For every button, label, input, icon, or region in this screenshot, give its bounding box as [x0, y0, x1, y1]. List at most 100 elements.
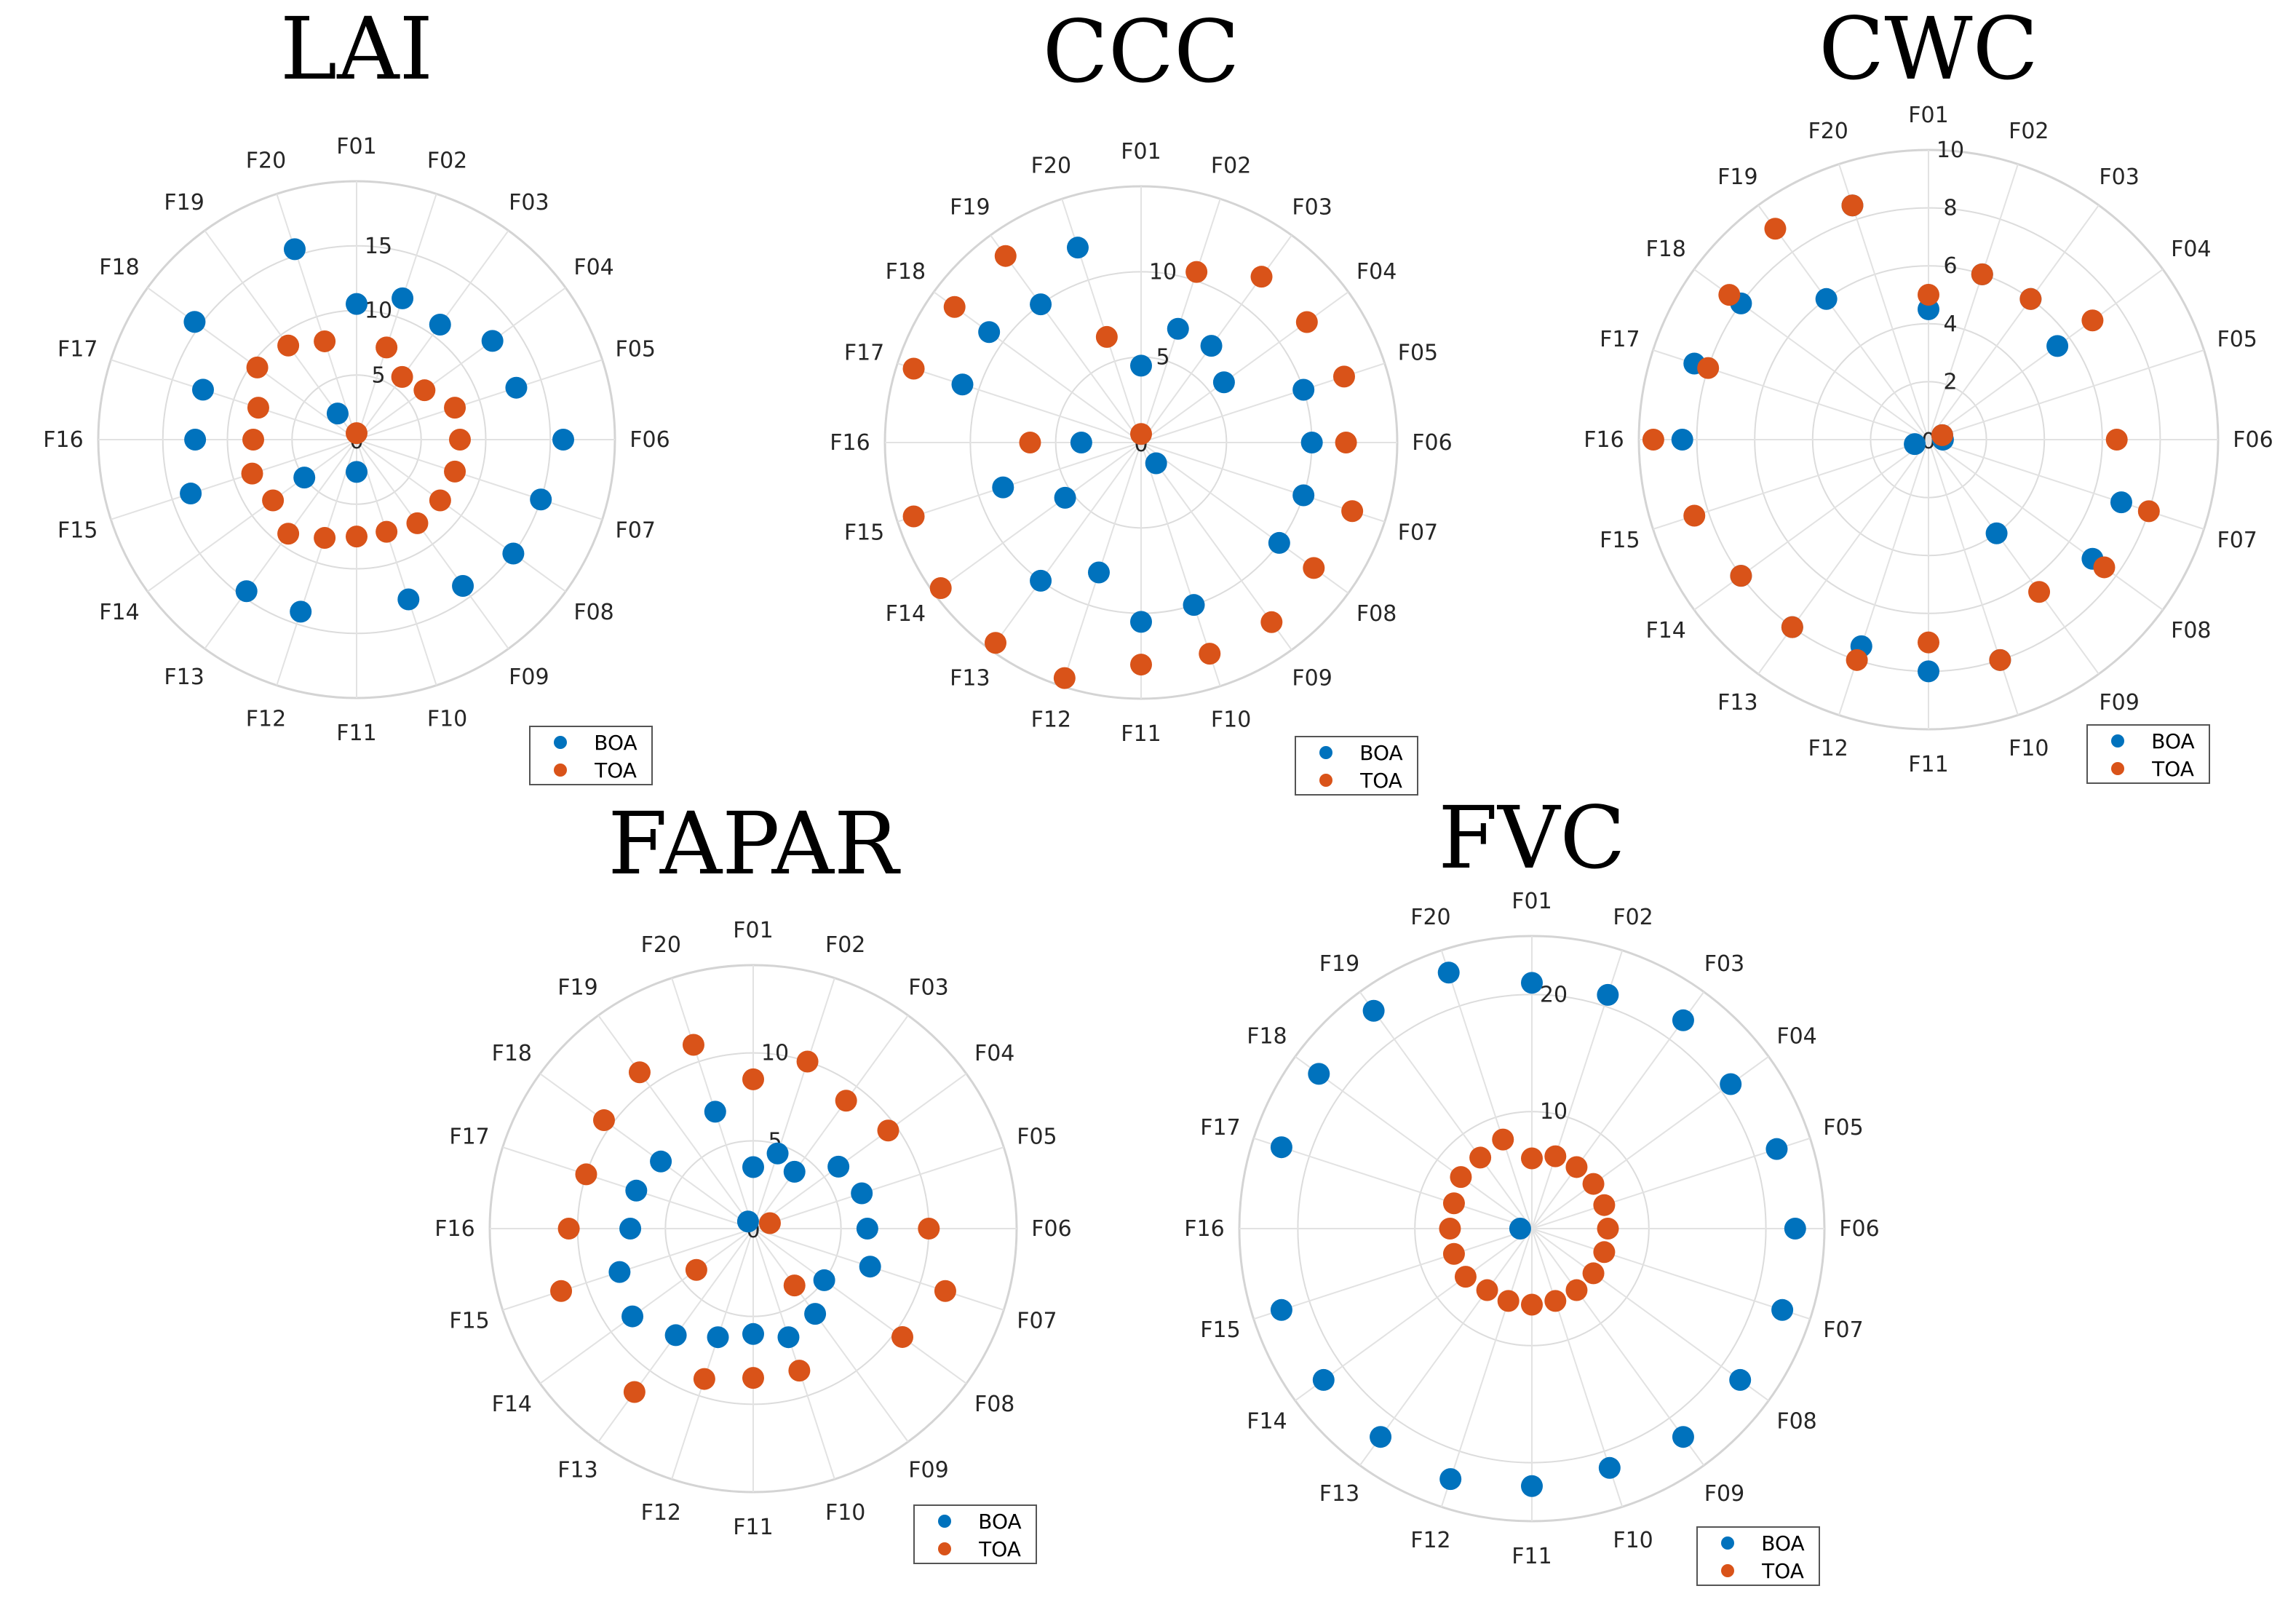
toa-point-f02 — [1971, 263, 1993, 285]
boa-point-f12 — [290, 600, 312, 623]
spoke-line — [1693, 439, 1929, 611]
legend: BOA TOA — [1696, 1526, 1820, 1586]
spoke-line — [1253, 1137, 1533, 1229]
legend-marker-boa — [1721, 1536, 1734, 1550]
angle-label: F17 — [844, 340, 884, 365]
toa-point-f20 — [1095, 325, 1118, 348]
boa-point-f20 — [1437, 961, 1460, 984]
angle-label: F17 — [1200, 1115, 1240, 1141]
spoke-line — [1928, 349, 2204, 440]
toa-point-f05 — [444, 397, 466, 419]
boa-point-f06 — [1300, 432, 1323, 453]
toa-point-f13 — [1476, 1279, 1498, 1301]
spoke-line — [752, 1073, 967, 1229]
angle-label: F12 — [1808, 736, 1848, 761]
boa-point-f09 — [1145, 452, 1167, 475]
boa-point-f16 — [1671, 429, 1693, 451]
spoke-line — [1838, 439, 1929, 715]
toa-point-f19 — [628, 1061, 651, 1084]
angle-label: F05 — [1398, 340, 1438, 365]
angle-label: F01 — [336, 134, 376, 159]
angle-label: F13 — [164, 665, 204, 690]
toa-point-f07 — [1593, 1241, 1616, 1264]
legend-label-toa: TOA — [1761, 1559, 1804, 1583]
angle-label: F03 — [1704, 951, 1744, 977]
angle-label: F09 — [509, 665, 549, 690]
boa-point-f19 — [1362, 999, 1385, 1022]
toa-point-f18 — [943, 296, 966, 318]
angle-label: F12 — [1410, 1528, 1450, 1553]
radial-tick-label: 10 — [1540, 1099, 1568, 1125]
angle-label: F13 — [1319, 1481, 1359, 1507]
angle-label: F05 — [2217, 327, 2257, 352]
boa-point-f03 — [783, 1160, 806, 1183]
toa-point-f04 — [877, 1119, 899, 1142]
toa-point-f10 — [1989, 649, 2011, 671]
radial-tick-label: 10 — [365, 298, 392, 324]
boa-point-f15 — [180, 483, 202, 505]
angle-label: F01 — [733, 918, 773, 943]
spoke-line — [356, 439, 566, 592]
toa-point-f11 — [742, 1367, 764, 1389]
angle-label: F03 — [2099, 164, 2139, 190]
angle-label: F10 — [1613, 1528, 1653, 1553]
spoke-line — [356, 287, 566, 440]
spoke-line — [1928, 439, 2019, 715]
spoke-line — [1531, 1228, 1769, 1402]
toa-point-f10 — [788, 1360, 811, 1382]
spoke-line — [752, 978, 835, 1229]
spoke-line — [1928, 269, 2164, 440]
toa-point-f13 — [277, 523, 300, 545]
toa-point-f13 — [984, 632, 1006, 654]
legend-marker-toa — [554, 764, 567, 777]
legend-label-boa: BOA — [594, 731, 637, 755]
angle-label: F19 — [1717, 164, 1757, 190]
angle-label: F06 — [2233, 427, 2273, 453]
boa-point-f07 — [1771, 1298, 1794, 1321]
toa-point-f19 — [277, 334, 300, 357]
spoke-line — [1531, 1228, 1705, 1466]
boa-point-f15 — [1270, 1298, 1292, 1321]
legend-marker-boa — [938, 1515, 951, 1528]
spoke-line — [752, 1228, 909, 1443]
angle-label: F14 — [886, 601, 926, 627]
boa-point-f06 — [552, 429, 574, 451]
angle-label: F09 — [1292, 666, 1332, 691]
boa-point-f08 — [1268, 531, 1290, 554]
boa-point-f05 — [1292, 378, 1315, 401]
toa-point-f09 — [1260, 611, 1283, 633]
angle-label: F02 — [1613, 905, 1653, 930]
toa-point-f16 — [1439, 1218, 1461, 1240]
spoke-line — [1531, 1137, 1811, 1229]
angle-label: F08 — [1356, 601, 1397, 627]
boa-point-f05 — [505, 376, 528, 399]
toa-point-f02 — [376, 336, 398, 359]
toa-point-f11 — [346, 526, 368, 548]
angle-label: F18 — [1645, 237, 1685, 262]
boa-point-f05 — [1765, 1138, 1788, 1160]
boa-point-f05 — [851, 1182, 873, 1205]
boa-point-f14 — [621, 1305, 644, 1328]
spoke-line — [356, 439, 603, 520]
spoke-line — [1928, 439, 2164, 611]
boa-point-f09 — [1672, 1426, 1694, 1448]
panel-title: FVC — [1438, 788, 1625, 888]
panel-title: FAPAR — [608, 793, 901, 894]
boa-point-f11 — [742, 1322, 764, 1345]
panel-title: CCC — [1043, 1, 1240, 102]
boa-point-f04 — [1720, 1073, 1742, 1095]
polar-panel-fapar: FAPAR F01 F02 F03 F04 F05 F06 F07 F08 F09 F10 F11 F1… — [434, 793, 1072, 1564]
angle-label: F07 — [1823, 1317, 1863, 1343]
angle-label: F15 — [449, 1309, 489, 1334]
angle-label: F20 — [246, 148, 286, 174]
toa-point-f16 — [557, 1218, 580, 1240]
radial-tick-label: 6 — [1943, 253, 1957, 279]
boa-point-f08 — [1729, 1368, 1752, 1391]
angle-label: F10 — [1211, 707, 1251, 732]
angle-label: F16 — [43, 427, 83, 453]
spoke-line — [276, 439, 357, 686]
boa-point-f15 — [992, 476, 1014, 499]
boa-point-f17 — [191, 378, 214, 401]
angle-label: F14 — [492, 1392, 532, 1417]
